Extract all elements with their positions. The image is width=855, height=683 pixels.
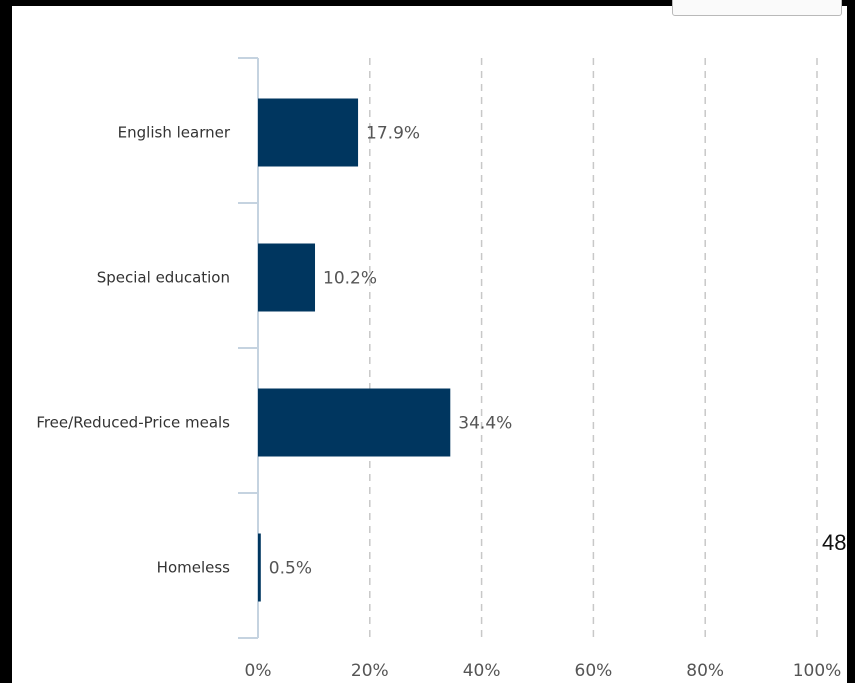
category-label-0: English learner bbox=[118, 124, 231, 142]
chart-panel bbox=[12, 6, 847, 683]
value-label-2: 34.4% bbox=[458, 414, 512, 434]
top-right-button[interactable] bbox=[672, 0, 842, 16]
stray-number: 48 bbox=[822, 530, 847, 555]
category-label-2: Free/Reduced-Price meals bbox=[36, 414, 230, 432]
value-label-0: 17.9% bbox=[366, 124, 420, 144]
category-label-3: Homeless bbox=[157, 559, 231, 577]
value-label-3: 0.5% bbox=[269, 559, 312, 579]
x-tick-label-0: 0% bbox=[245, 661, 272, 681]
category-label-1: Special education bbox=[97, 269, 230, 287]
bar-0 bbox=[258, 98, 359, 167]
bar-2 bbox=[258, 388, 451, 457]
x-tick-label-1: 20% bbox=[351, 661, 389, 681]
x-tick-label-4: 80% bbox=[686, 661, 724, 681]
bar-1 bbox=[258, 243, 316, 312]
x-tick-label-3: 60% bbox=[575, 661, 613, 681]
x-tick-label-2: 40% bbox=[463, 661, 501, 681]
x-tick-label-5: 100% bbox=[793, 661, 842, 681]
bar-3 bbox=[258, 533, 261, 602]
value-label-1: 10.2% bbox=[323, 269, 377, 289]
